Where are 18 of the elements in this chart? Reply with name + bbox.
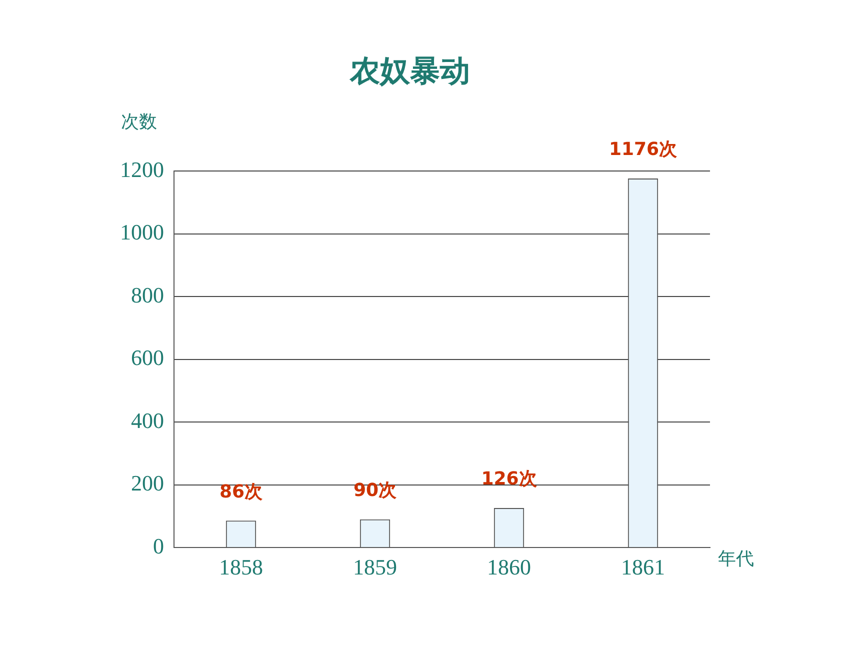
x-tick-label: 1860 <box>487 554 531 580</box>
data-label: 90次 <box>353 480 398 502</box>
data-label: 1176次 <box>608 139 678 160</box>
y-tick-label: 1200 <box>120 156 164 182</box>
data-label: 86次 <box>219 481 264 502</box>
chart-title: 农奴暴动 <box>349 54 470 89</box>
y-tick-label: 200 <box>131 470 164 496</box>
x-tick-label: 1861 <box>621 554 665 580</box>
x-axis-title: 年代 <box>718 548 754 570</box>
y-tick-label: 400 <box>131 408 164 433</box>
y-tick-label: 600 <box>131 345 164 370</box>
y-tick-label: 1000 <box>120 220 164 245</box>
data-label: 126次 <box>481 468 538 490</box>
y-tick-label: 0 <box>153 533 164 558</box>
y-tick-label: 800 <box>131 282 164 308</box>
x-tick-label: 1858 <box>219 554 263 580</box>
y-axis-title: 次数 <box>121 112 157 133</box>
x-tick-label: 1859 <box>353 554 397 580</box>
